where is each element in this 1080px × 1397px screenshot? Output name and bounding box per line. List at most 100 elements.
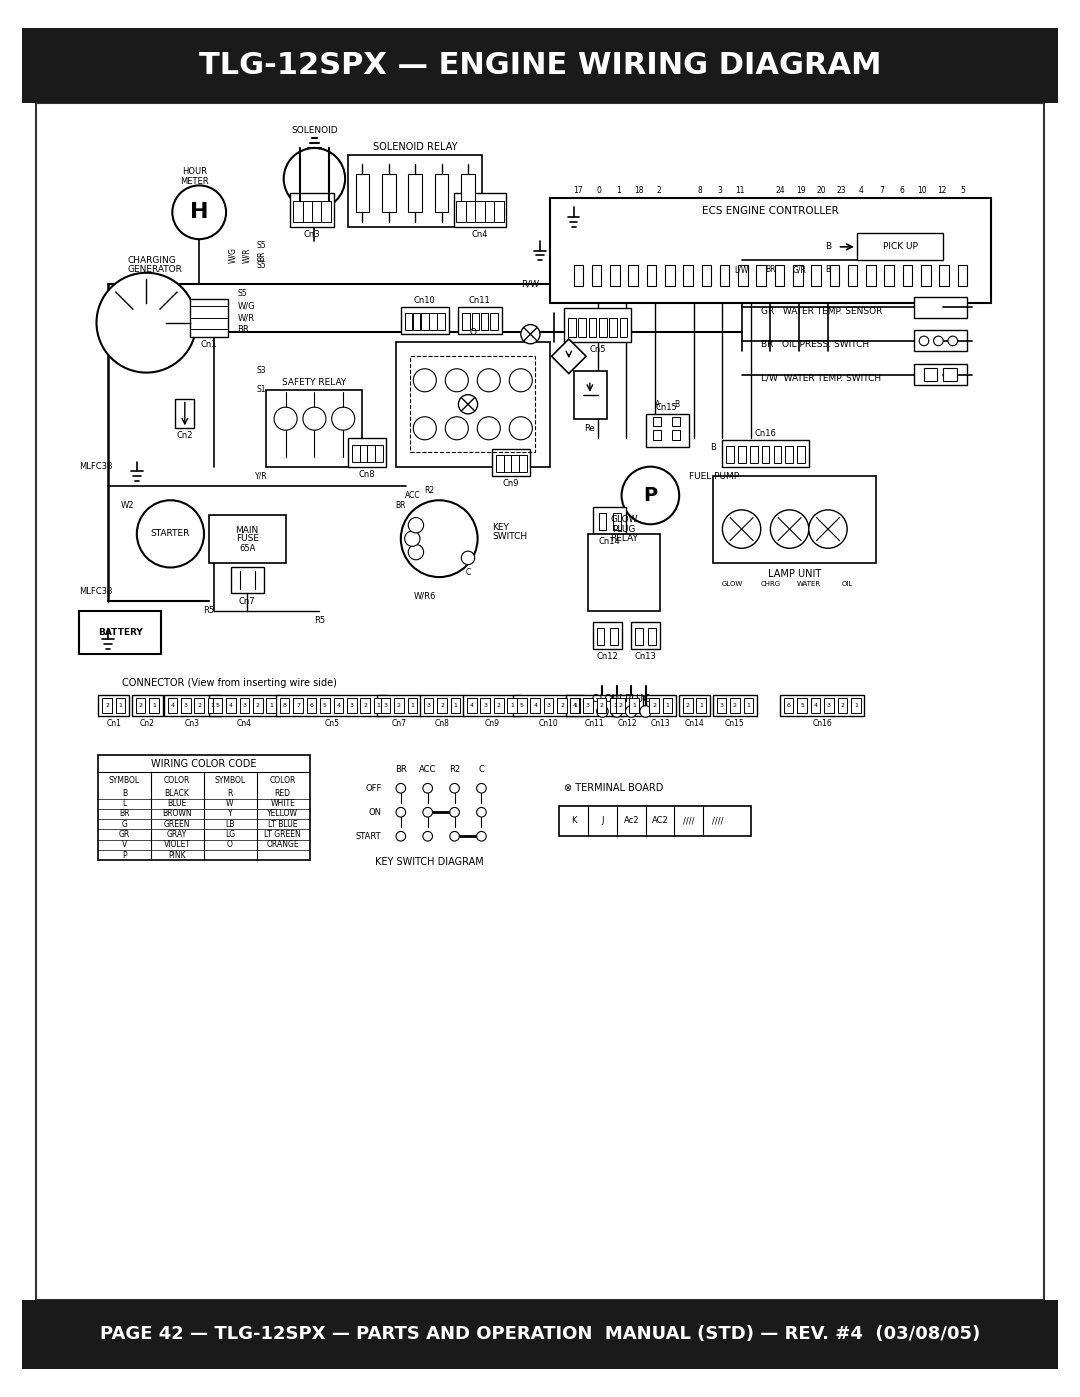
Bar (592, 265, 602, 286)
Text: YELLOW: YELLOW (267, 809, 298, 819)
Text: C: C (478, 764, 485, 774)
Bar (756, 265, 766, 286)
Text: S3: S3 (257, 366, 267, 376)
Bar (253, 698, 262, 714)
Bar (564, 309, 631, 342)
Bar (79, 610, 161, 654)
Bar (276, 696, 388, 717)
Text: 1: 1 (510, 703, 514, 708)
Text: 8: 8 (698, 186, 702, 194)
Text: G: G (121, 820, 127, 828)
Text: 2: 2 (686, 703, 690, 708)
Text: Ac2: Ac2 (523, 330, 538, 338)
Circle shape (414, 369, 436, 391)
Text: LT GREEN: LT GREEN (265, 830, 301, 840)
Bar (208, 696, 280, 717)
Text: Cn10: Cn10 (414, 296, 435, 305)
Text: 4: 4 (813, 703, 818, 708)
Text: 2: 2 (561, 703, 564, 708)
Text: W/G: W/G (238, 302, 255, 312)
Circle shape (476, 784, 486, 793)
Circle shape (445, 416, 469, 440)
Text: 2: 2 (652, 703, 657, 708)
Text: LG: LG (225, 830, 235, 840)
Text: ON: ON (368, 807, 381, 817)
Bar (481, 313, 488, 330)
Text: Cn12: Cn12 (618, 719, 637, 728)
Text: Cn7: Cn7 (391, 719, 406, 728)
Text: SOLENOID RELAY: SOLENOID RELAY (373, 142, 458, 152)
Bar (940, 265, 949, 286)
Text: B: B (710, 443, 716, 453)
Bar (612, 696, 643, 717)
Text: ⊗ TERMINAL BOARD: ⊗ TERMINAL BOARD (564, 784, 663, 793)
Bar (511, 455, 518, 472)
Text: Cn12: Cn12 (596, 652, 618, 661)
Circle shape (933, 337, 943, 345)
Text: KEY SWITCH DIAGRAM: KEY SWITCH DIAGRAM (375, 858, 484, 868)
Bar (573, 370, 607, 419)
Text: Cn3: Cn3 (185, 719, 200, 728)
Text: Cn8: Cn8 (434, 719, 449, 728)
Text: 1: 1 (854, 703, 858, 708)
Bar (665, 265, 675, 286)
Bar (573, 265, 583, 286)
Bar (375, 444, 382, 462)
Bar (702, 265, 712, 286)
Circle shape (396, 784, 406, 793)
Text: 2: 2 (363, 703, 367, 708)
Bar (653, 416, 661, 426)
Text: Cn14: Cn14 (598, 536, 620, 546)
Text: 3: 3 (827, 703, 831, 708)
Bar (684, 265, 693, 286)
Bar (485, 201, 495, 222)
Text: ACC: ACC (405, 490, 420, 500)
Circle shape (476, 831, 486, 841)
Text: L/W  WATER TEMP. SWITCH: L/W WATER TEMP. SWITCH (760, 374, 881, 383)
Text: 2: 2 (497, 703, 501, 708)
Text: 24: 24 (775, 186, 785, 194)
Text: 18: 18 (634, 186, 644, 194)
Text: 7: 7 (879, 186, 883, 194)
Bar (596, 627, 605, 645)
Text: ////: //// (712, 816, 724, 826)
Bar (811, 698, 821, 714)
Bar (207, 698, 217, 714)
Bar (294, 201, 302, 222)
Bar (450, 698, 460, 714)
Bar (307, 698, 316, 714)
Text: P: P (644, 486, 658, 504)
Circle shape (449, 807, 459, 817)
Bar (780, 696, 864, 717)
Bar (435, 173, 448, 212)
Bar (683, 698, 692, 714)
Text: GR   WATER TEMP. SENSOR: GR WATER TEMP. SENSOR (760, 307, 882, 316)
Text: 1: 1 (454, 703, 458, 708)
Text: 1: 1 (269, 703, 273, 708)
Bar (761, 446, 769, 462)
Text: S5: S5 (257, 242, 267, 250)
Text: Cn11: Cn11 (585, 719, 605, 728)
Text: WIRING COLOR CODE: WIRING COLOR CODE (151, 759, 257, 770)
Bar (377, 696, 421, 717)
Text: 1: 1 (665, 703, 670, 708)
Bar (267, 390, 363, 467)
Bar (352, 444, 360, 462)
Bar (838, 698, 847, 714)
Bar (407, 698, 417, 714)
Text: Cn10: Cn10 (539, 719, 558, 728)
Text: OIL: OIL (841, 581, 853, 587)
Text: G/R: G/R (793, 265, 806, 274)
Bar (280, 698, 289, 714)
Text: 2: 2 (396, 703, 401, 708)
Bar (598, 513, 606, 529)
Bar (646, 696, 676, 717)
Text: 3: 3 (719, 703, 724, 708)
Circle shape (476, 807, 486, 817)
Text: LAMP UNIT: LAMP UNIT (768, 569, 821, 580)
Bar (570, 698, 579, 714)
Text: 5: 5 (323, 703, 327, 708)
Circle shape (639, 705, 651, 717)
Text: 3: 3 (383, 703, 388, 708)
Text: PAGE 42 — TLG-12SPX — PARTS AND OPERATION  MANUAL (STD) — REV. #4  (03/08/05): PAGE 42 — TLG-12SPX — PARTS AND OPERATIO… (99, 1326, 981, 1344)
